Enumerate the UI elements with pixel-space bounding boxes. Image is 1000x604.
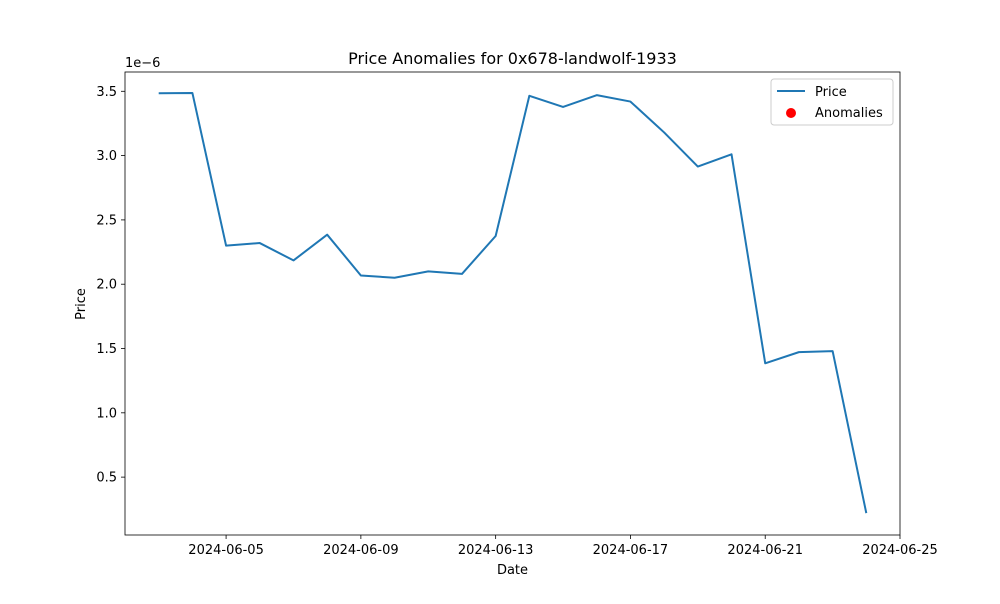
y-tick-label: 1.5	[96, 342, 117, 357]
y-tick-label: 3.5	[96, 85, 117, 100]
x-tick-label: 2024-06-09	[323, 543, 399, 558]
y-tick-label: 0.5	[96, 471, 117, 486]
y-tick-label: 2.0	[96, 278, 117, 293]
legend-price-label: Price	[815, 85, 847, 100]
plot-area: 2024-06-05 2024-06-09 2024-06-13 2024-06-17…	[96, 71, 938, 558]
y-tick-label: 2.5	[96, 213, 117, 228]
x-tick-label: 2024-06-25	[862, 543, 938, 558]
legend-anomalies-marker	[786, 108, 796, 118]
y-axis-label: Price	[74, 288, 89, 320]
y-axis-offset-label: 1e−6	[125, 56, 160, 71]
y-axis-ticks: 0.5 1.0 1.5 2.0 2.5 3.0 3.5	[96, 85, 125, 486]
x-tick-label: 2024-06-05	[188, 543, 264, 558]
legend-anomalies-label: Anomalies	[815, 106, 883, 121]
x-axis-label: Date	[497, 563, 528, 578]
legend: Price Anomalies	[770, 78, 894, 126]
y-tick-label: 3.0	[96, 149, 117, 164]
x-tick-label: 2024-06-21	[727, 543, 803, 558]
axes-frame	[124, 71, 901, 536]
price-line	[158, 91, 868, 514]
x-tick-label: 2024-06-13	[458, 543, 534, 558]
series-layer	[158, 91, 868, 514]
y-tick-label: 1.0	[96, 406, 117, 421]
chart-title: Price Anomalies for 0x678-landwolf-1933	[348, 49, 677, 68]
x-tick-label: 2024-06-17	[593, 543, 669, 558]
x-axis-ticks: 2024-06-05 2024-06-09 2024-06-13 2024-06-17…	[188, 535, 938, 558]
